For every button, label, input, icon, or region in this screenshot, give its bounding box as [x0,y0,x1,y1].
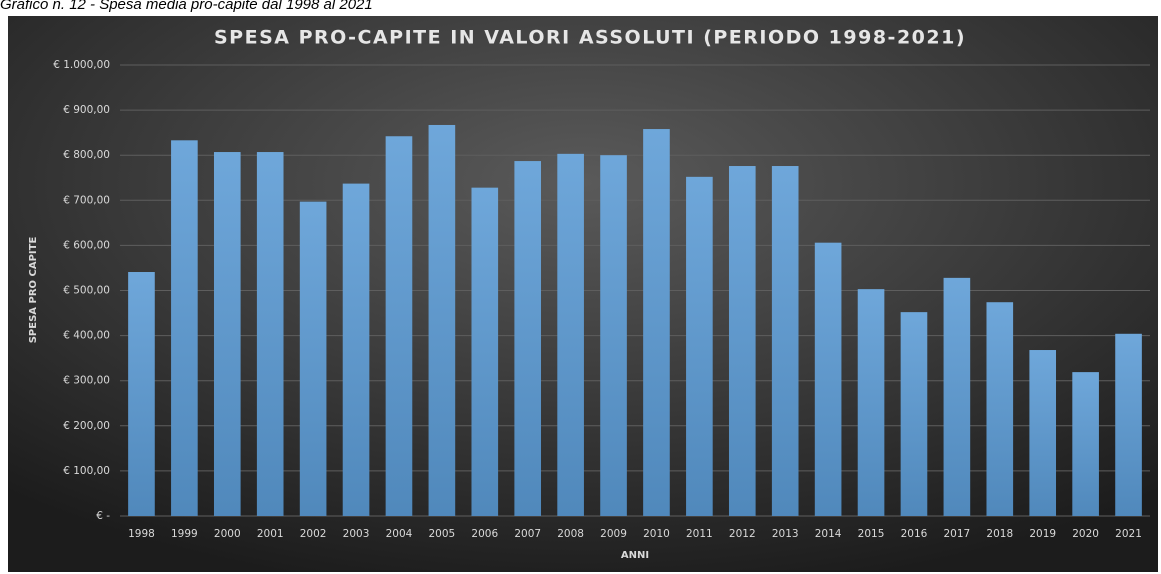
x-tick-label: 2018 [986,528,1013,540]
bar-shade [986,302,1014,516]
bar-shade [299,201,327,516]
bar-shade [1029,350,1057,516]
x-tick-label: 2009 [600,528,627,540]
x-tick-label: 2010 [643,528,670,540]
y-tick-label: € 1.000,00 [53,59,110,71]
y-tick-label: € - [96,510,110,522]
bar-shade [771,166,799,517]
x-tick-label: 2020 [1072,528,1099,540]
x-tick-label: 2012 [729,528,756,540]
bar-shade [213,152,241,516]
x-tick-label: 2014 [815,528,842,540]
x-tick-label: 2002 [300,528,327,540]
x-tick-label: 2015 [858,528,885,540]
y-tick-label: € 100,00 [63,465,110,477]
y-tick-label: € 700,00 [63,194,110,206]
bar-shade [728,166,756,517]
bar-shade [514,161,542,517]
bar-shade [385,136,413,516]
x-tick-label: 2003 [343,528,370,540]
x-tick-label: 2000 [214,528,241,540]
bar-shade [857,289,885,516]
bar-shade [643,129,670,517]
x-tick-label: 2019 [1029,528,1056,540]
bar-shade [1072,372,1099,516]
x-tick-label: 2016 [901,528,928,540]
x-tick-label: 2021 [1115,528,1142,540]
x-tick-label: 2006 [471,528,498,540]
y-axis-label: SPESA PRO CAPITE [28,237,39,344]
y-tick-label: € 200,00 [63,420,110,432]
x-tick-label: 2008 [557,528,584,540]
y-tick-label: € 900,00 [63,104,110,116]
caption: Grafico n. 12 - Spesa media pro-capite d… [0,0,373,13]
y-tick-label: € 300,00 [63,375,110,387]
x-tick-label: 2011 [686,528,713,540]
x-tick-label: 2005 [429,528,456,540]
bar-shade [600,155,627,516]
bar-shade [900,312,928,516]
bar-shade [128,272,155,516]
plot: € - € 100,00 € 200,00 € 300,00 € 400,00 € 500… [53,59,1150,540]
x-axis-label: ANNI [621,550,649,561]
bar-shade [814,242,842,516]
y-tick-label: € 400,00 [63,330,110,342]
y-tick-label: € 600,00 [63,239,110,251]
bar-shade [342,183,370,516]
x-tick-label: 2017 [944,528,971,540]
bar-shade [943,277,971,516]
y-tick-label: € 500,00 [63,285,110,297]
bar-shade [171,140,198,516]
x-tick-label: 2007 [514,528,541,540]
bar-shade [1115,333,1142,516]
x-tick-label: 2004 [386,528,413,540]
x-tick-label: 2013 [772,528,799,540]
x-tick-label: 1998 [128,528,155,540]
bar-shade [471,187,499,516]
bar-shade [428,124,456,516]
bar-shade [557,153,584,517]
chart-title: SPESA PRO-CAPITE IN VALORI ASSOLUTI (PER… [214,27,966,49]
y-tick-label: € 800,00 [63,149,110,161]
bar-shade [686,176,713,516]
bar-shade [256,152,284,516]
x-tick-label: 2001 [257,528,284,540]
x-tick-label: 1999 [171,528,198,540]
